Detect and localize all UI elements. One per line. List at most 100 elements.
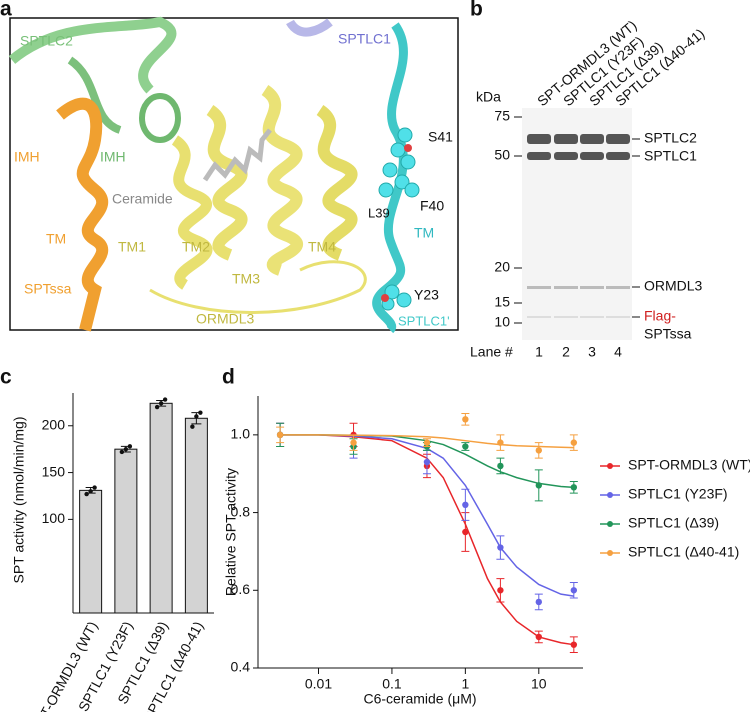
band-label: ORMDL3 <box>644 278 703 294</box>
data-point <box>570 641 578 648</box>
x-tick-label: 0.1 <box>382 676 402 692</box>
replicate-point <box>123 446 129 452</box>
data-point <box>462 443 469 450</box>
data-point <box>497 544 504 551</box>
replicate-point <box>198 410 203 415</box>
data-point <box>423 439 431 446</box>
data-point <box>570 439 578 446</box>
y-tick-label: 0.6 <box>231 581 251 597</box>
panel-label: d <box>222 366 235 389</box>
data-point <box>570 587 578 594</box>
label: SPTLC2 <box>20 33 73 49</box>
label: F40 <box>420 198 444 214</box>
label: S41 <box>428 129 453 145</box>
replicate-point <box>158 401 164 406</box>
replicate-point <box>84 491 89 497</box>
replicate-point <box>162 397 168 402</box>
replicate-point <box>92 485 97 490</box>
bar <box>149 402 173 614</box>
data-point <box>497 587 504 594</box>
y-axis-label: Relative SPT activity <box>223 468 239 596</box>
label: SPTssa <box>24 281 72 297</box>
replicate-point <box>194 414 199 419</box>
legend-label: SPTLC1 (Y23F) <box>628 486 728 502</box>
marker: 10 <box>494 314 510 330</box>
legend-marker <box>607 521 613 527</box>
label: TM2 <box>182 239 210 255</box>
band-label: SPTssa <box>644 326 692 342</box>
data-point <box>535 482 542 489</box>
label: ORMDL3 <box>196 311 255 327</box>
data-point <box>462 501 469 508</box>
structure <box>8 16 459 334</box>
replicate-point <box>154 404 160 410</box>
panel-label: b <box>470 0 483 21</box>
data-point <box>570 484 578 491</box>
label: kDa <box>476 89 501 105</box>
data-point <box>497 439 504 446</box>
label: Y23 <box>414 287 439 303</box>
label: TM <box>46 231 66 247</box>
x-axis-label: C6-ceramide (μM) <box>363 691 476 707</box>
data-point <box>535 633 542 641</box>
marker: 15 <box>494 294 510 310</box>
label: TM4 <box>308 239 336 255</box>
band-label: SPTLC2 <box>644 130 697 146</box>
marker: 50 <box>494 147 510 163</box>
label: SPTLC1 <box>338 31 391 47</box>
x-tick-label: 0.01 <box>305 676 332 692</box>
legend-marker <box>607 463 613 469</box>
bar <box>184 417 208 614</box>
label: IMH <box>100 149 126 165</box>
data-point <box>350 439 357 446</box>
label: SPTLC1' <box>398 313 450 328</box>
replicate-point <box>119 449 125 455</box>
label: IMH <box>14 149 40 165</box>
label: TM <box>414 225 434 241</box>
lane-number: 1 <box>535 344 543 360</box>
data-point <box>535 598 542 606</box>
x-tick-label: 1 <box>461 676 469 692</box>
panel-label: c <box>0 366 12 389</box>
y-axis-label: SPT activity (nmol/min/mg) <box>11 417 27 584</box>
lane-number: 3 <box>588 344 596 360</box>
y-tick-label: 100 <box>42 510 66 526</box>
label: Ceramide <box>112 191 173 207</box>
legend-marker <box>607 492 613 498</box>
legend-label: SPTLC1 (Δ40-41) <box>628 544 739 560</box>
y-tick-label: 0.4 <box>231 659 251 675</box>
data-point <box>462 528 469 536</box>
legend-label: SPT-ORMDL3 (WT) <box>628 457 750 473</box>
lane-number: 2 <box>562 344 570 360</box>
data-point <box>462 416 469 423</box>
legend-label: SPTLC1 (Δ39) <box>628 515 719 531</box>
replicate-point <box>88 489 93 494</box>
data-point <box>497 462 504 470</box>
band-label: Flag- <box>644 308 676 324</box>
gel <box>514 108 640 340</box>
label: L39 <box>368 205 390 220</box>
label: TM1 <box>118 239 146 255</box>
legend-marker <box>607 550 613 556</box>
y-tick-label: 200 <box>42 416 66 432</box>
label: Lane # <box>470 344 513 360</box>
band-label: SPTLC1 <box>644 148 697 164</box>
panel-label: a <box>0 0 12 21</box>
bar <box>114 448 138 614</box>
replicate-point <box>190 424 195 429</box>
data-point <box>535 447 542 454</box>
data-point <box>276 431 284 439</box>
data-point <box>423 458 431 466</box>
marker: 75 <box>494 108 510 124</box>
label: TM3 <box>232 271 260 287</box>
replicate-point <box>127 444 133 449</box>
y-tick-label: 1.0 <box>231 426 251 442</box>
bar <box>79 489 103 614</box>
lane-number: 4 <box>614 344 622 360</box>
marker: 20 <box>494 259 510 275</box>
x-tick-label: 10 <box>531 676 547 692</box>
y-tick-label: 150 <box>42 463 66 479</box>
lane-headers: SPT-ORMDL3 (WT) SPTLC1 (Y23F) SPTLC1 (Δ3… <box>534 17 708 109</box>
